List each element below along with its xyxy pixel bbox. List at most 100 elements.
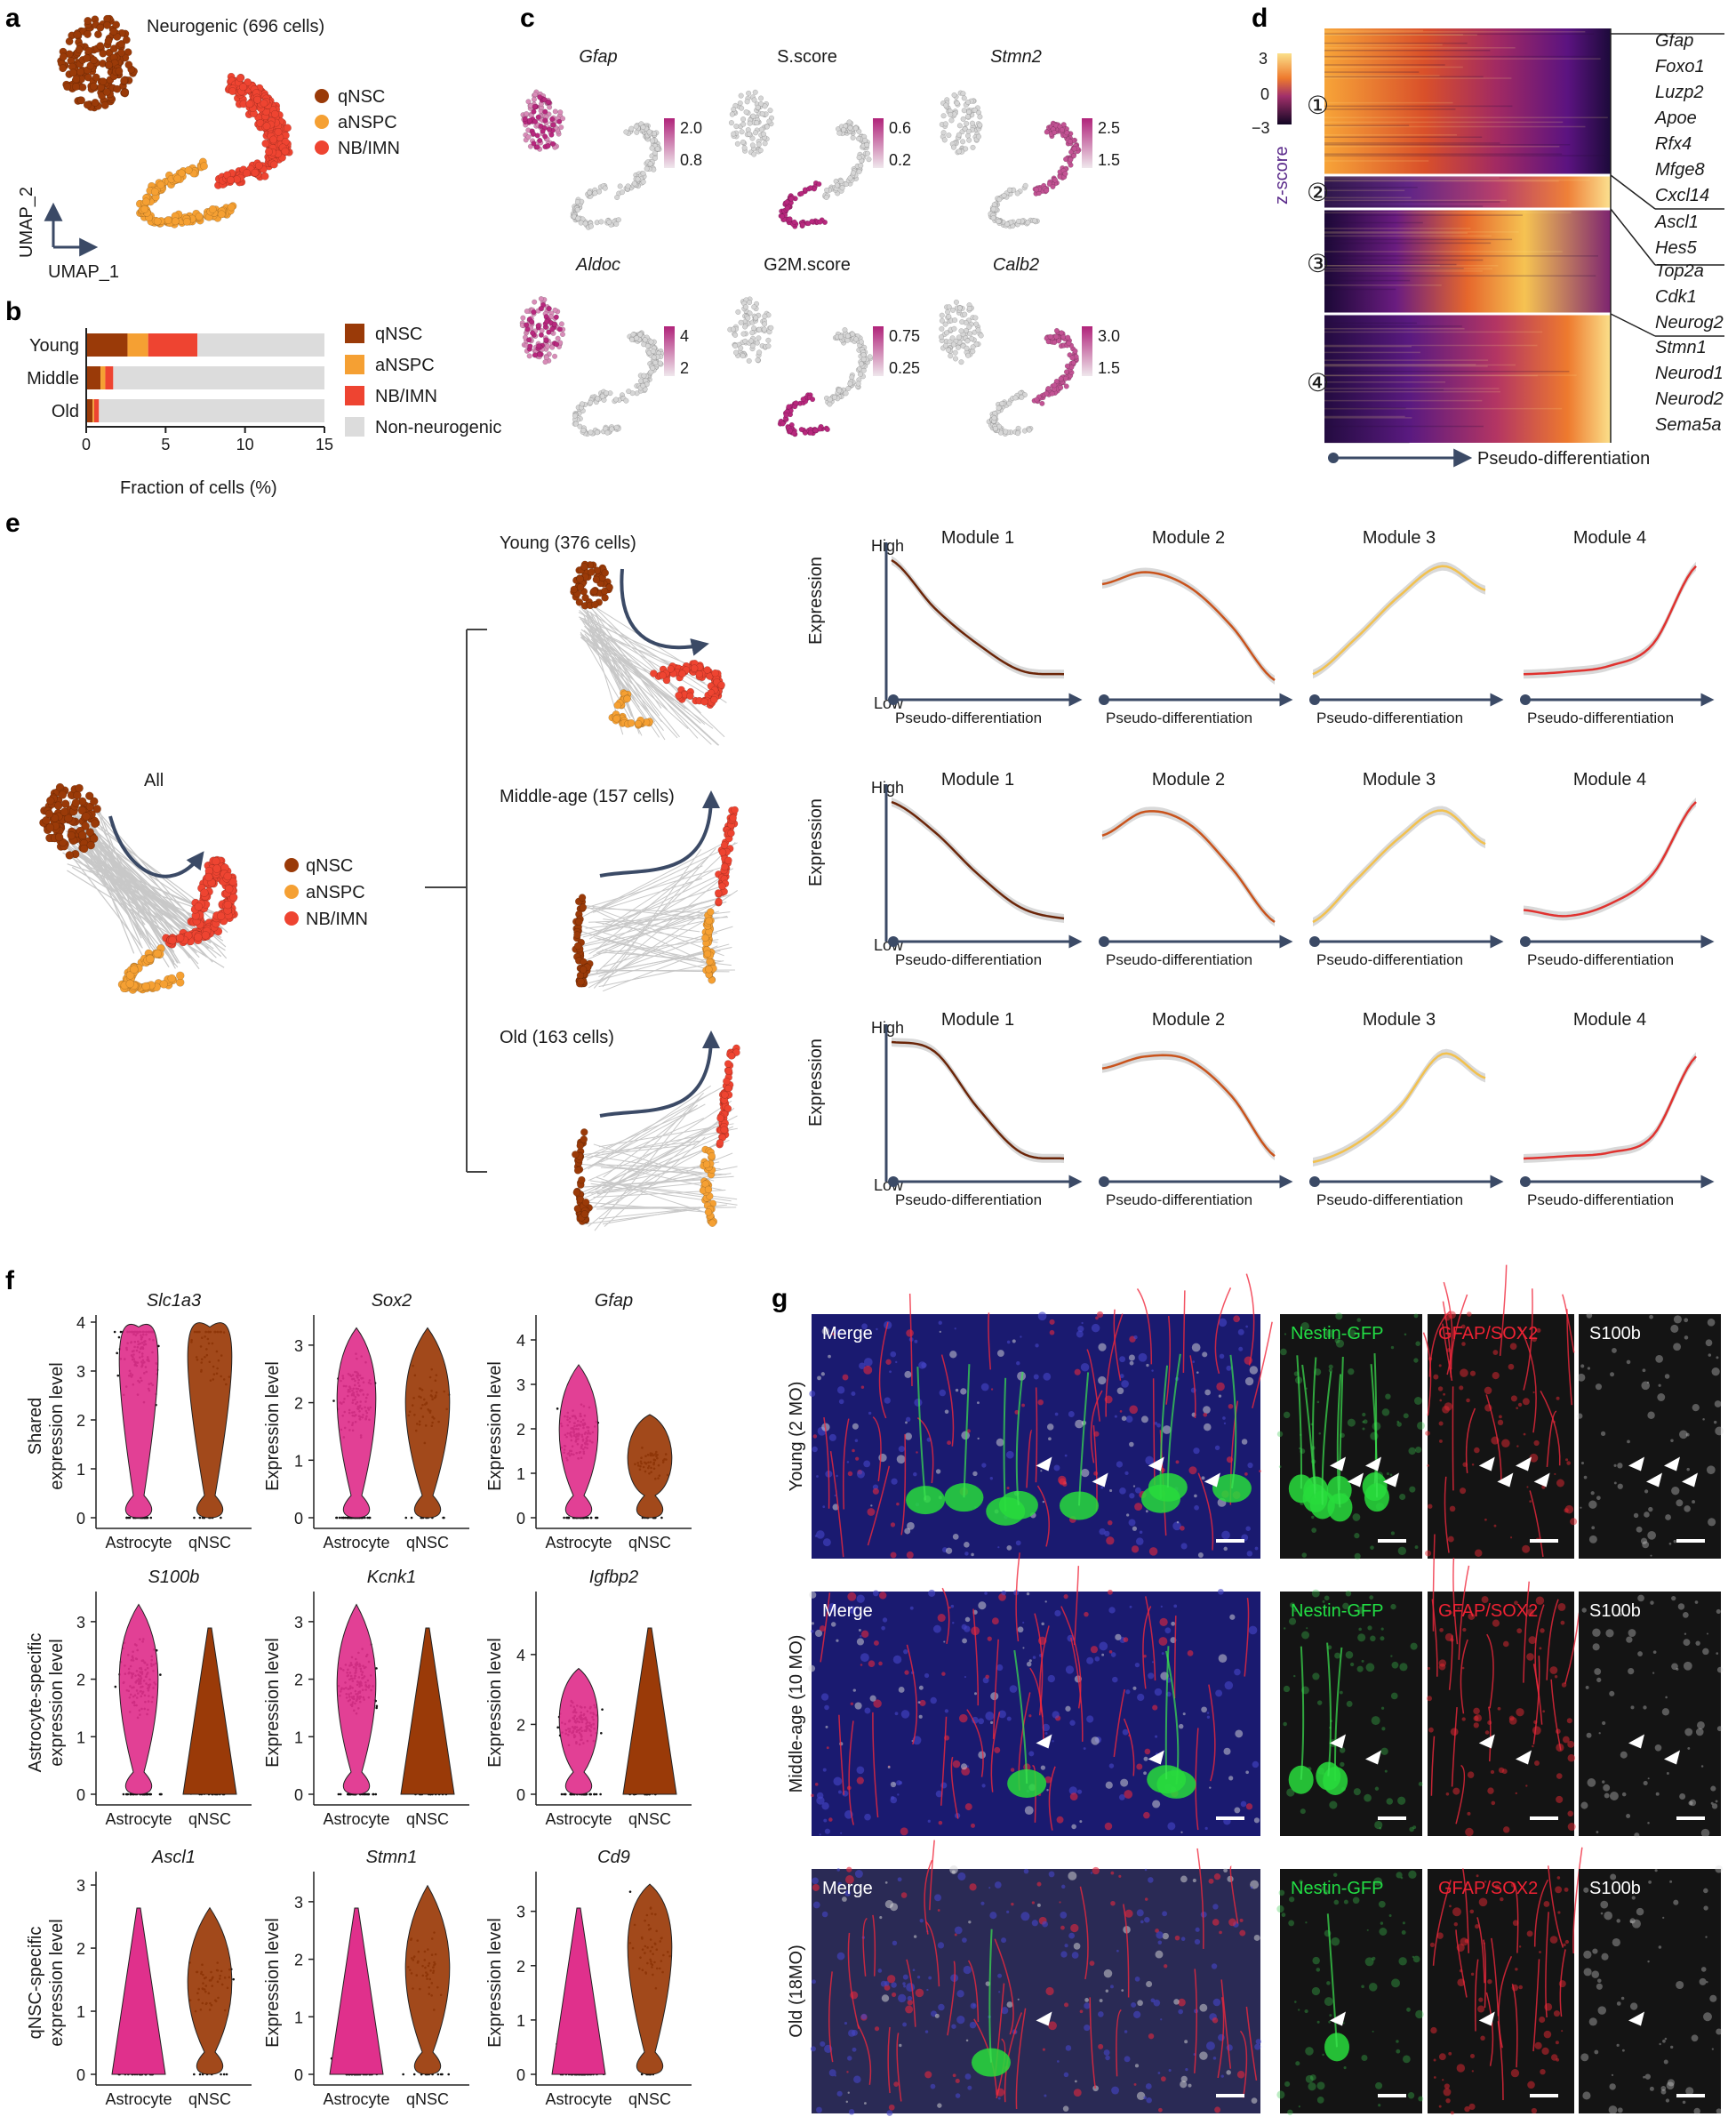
group-label-qnsc: qNSC (406, 1534, 449, 1552)
y-tick-label: 3 (294, 1337, 303, 1355)
panel-d: d 3 0 −3 z-score ① ② ③ ④ GfapFoxo1Luzp2A… (1252, 4, 1724, 469)
cell-point (708, 1151, 716, 1160)
cell-point (120, 76, 129, 85)
cell-point (708, 1219, 716, 1227)
cell-point (952, 356, 959, 362)
cell-point (545, 142, 551, 149)
bar-segment-non-neurogenic (197, 333, 324, 357)
confidence-band (1524, 561, 1696, 679)
cell-point (765, 337, 772, 343)
cell-point (952, 349, 958, 356)
cell-point (646, 129, 652, 135)
cell-point (602, 185, 608, 191)
legend-swatch-anspc (345, 355, 364, 374)
cell-point (153, 217, 162, 226)
cluster-nbimn (214, 72, 293, 189)
cell-point (649, 138, 656, 144)
cell-point (654, 146, 660, 152)
cell-point (724, 1060, 732, 1068)
cell-point (965, 99, 972, 106)
heatmap-gene-labels: GfapFoxo1Luzp2ApoeRfx4Mfge8Cxcl14Ascl1He… (1610, 28, 1724, 443)
cell-point (990, 214, 996, 221)
cell-point (839, 185, 845, 191)
cell-point (270, 109, 279, 118)
cell-point (260, 172, 269, 180)
cell-point (733, 124, 740, 130)
cell-point (90, 56, 99, 65)
panel-c-label: c (520, 4, 535, 33)
cell-point (761, 326, 767, 333)
cell-point (544, 318, 550, 325)
cell-point (84, 30, 92, 38)
group-label-astrocyte: Astrocyte (105, 1534, 172, 1552)
cell-point (720, 1126, 728, 1135)
cell-point (953, 299, 959, 305)
cell-point (531, 96, 537, 102)
cell-point (520, 315, 526, 321)
row-ylabel-2: expression level (47, 1362, 67, 1489)
cell-point (956, 132, 962, 138)
gene-label-neurog2: Neurog2 (1655, 313, 1724, 333)
cell-point (711, 669, 719, 678)
point (193, 1516, 196, 1520)
feature-colorbar (873, 326, 884, 376)
cell-point (817, 219, 823, 225)
violin-gene-title: Slc1a3 (147, 1291, 201, 1311)
cell-point (239, 83, 247, 92)
cell-point (536, 343, 542, 349)
trajectory-arrow (620, 568, 709, 656)
cell-point (588, 568, 596, 576)
cell-point (964, 345, 970, 351)
umap-old (572, 1030, 740, 1231)
cell-point (78, 830, 87, 839)
cell-point (529, 330, 536, 336)
cell-point (941, 137, 948, 143)
gene-label-foxo1: Foxo1 (1655, 57, 1705, 76)
cell-point (125, 979, 135, 989)
module-title: Module 4 (1573, 770, 1646, 790)
cell-point (623, 694, 631, 703)
cell-point (743, 109, 749, 116)
point (159, 1673, 162, 1676)
cell-point (844, 333, 851, 339)
cells-anspc (572, 389, 621, 437)
cell-point (860, 352, 867, 358)
violin-astrocyte (118, 1603, 159, 1795)
y-tick-label: 4 (76, 1314, 85, 1332)
cluster-2-marker: ② (1307, 178, 1329, 207)
cell-point (176, 971, 185, 981)
trend-line (891, 558, 1065, 676)
cell-point (1019, 394, 1025, 400)
cell-point (946, 314, 952, 320)
cell-point (554, 341, 560, 348)
cell-point (966, 305, 972, 312)
trend-line (1312, 809, 1486, 924)
cell-point (1026, 427, 1033, 433)
cell-point (705, 966, 713, 974)
module-title: Module 1 (941, 528, 1014, 548)
cell-point (228, 87, 237, 96)
cell-point (824, 187, 830, 193)
row-title-old: Old (163 cells) (500, 1028, 614, 1047)
cell-point (91, 98, 100, 107)
cell-point (973, 321, 980, 327)
cell-point (1006, 400, 1012, 406)
cell-point (831, 394, 838, 400)
cell-point (759, 111, 765, 117)
cell-point (945, 347, 952, 353)
cell-point (612, 397, 620, 403)
cell-point (572, 413, 578, 419)
cell-point (525, 134, 532, 140)
cell-point (1067, 139, 1073, 145)
colorbar-high: 0.75 (889, 327, 920, 345)
bar-category-label: Middle (27, 369, 79, 389)
cell-point (742, 324, 748, 330)
cluster-4-marker: ④ (1307, 368, 1329, 397)
cells-nbimn (822, 119, 872, 201)
cell-point (705, 917, 713, 925)
cells-nbimn (614, 121, 662, 201)
cell-point (614, 194, 620, 201)
cell-point (640, 179, 646, 185)
